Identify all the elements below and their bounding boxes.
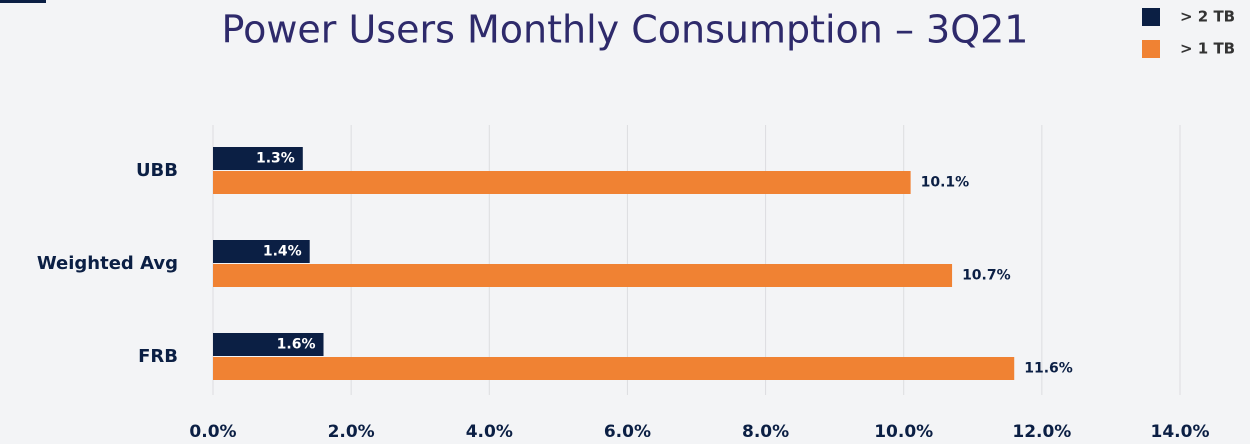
data-label: 10.1% (921, 175, 970, 191)
x-tick-label: 10.0% (874, 422, 933, 442)
x-tick-label: 8.0% (742, 422, 789, 442)
bar (213, 264, 953, 287)
data-label: 10.7% (962, 268, 1011, 284)
x-tick-label: 14.0% (1151, 422, 1210, 442)
bar (213, 333, 324, 356)
x-tick-label: 0.0% (189, 422, 236, 442)
data-label: 1.6% (277, 337, 316, 353)
x-tick-label: 2.0% (328, 422, 375, 442)
y-tick-label: Weighted Avg (37, 253, 178, 274)
legend-swatch (1142, 8, 1160, 26)
bar (213, 240, 310, 263)
bar (213, 171, 911, 194)
x-tick-label: 12.0% (1012, 422, 1071, 442)
y-tick-label: UBB (136, 160, 178, 181)
chart-title: Power Users Monthly Consumption – 3Q21 (222, 8, 1029, 52)
data-label: 1.3% (256, 151, 295, 167)
legend-swatch (1142, 40, 1160, 58)
legend-label: > 1 TB (1180, 40, 1235, 58)
x-tick-label: 4.0% (466, 422, 513, 442)
data-label: 1.4% (263, 244, 302, 260)
legend-label: > 2 TB (1180, 8, 1235, 26)
bar (213, 357, 1015, 380)
x-tick-label: 6.0% (604, 422, 651, 442)
bar (213, 147, 303, 170)
corner-mark (0, 0, 46, 3)
data-label: 11.6% (1024, 361, 1073, 377)
y-tick-label: FRB (138, 346, 178, 367)
